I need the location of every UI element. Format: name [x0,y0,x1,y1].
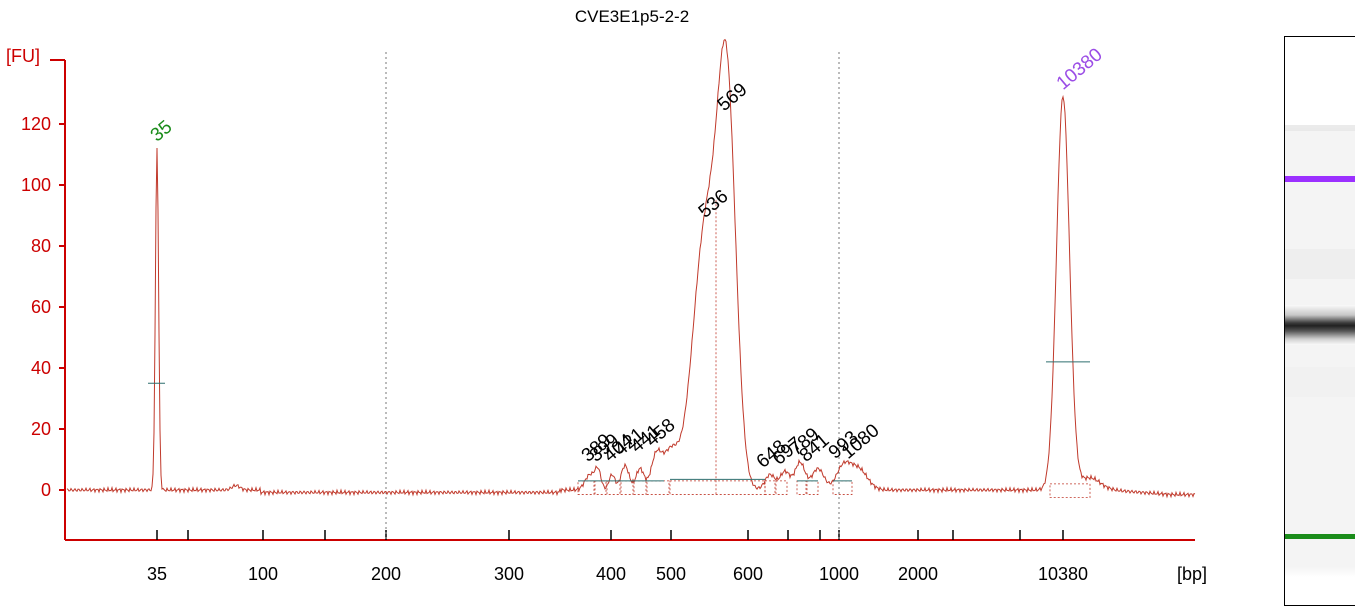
y-axis-unit-label: [FU] [6,46,40,66]
y-tick-label: 40 [31,358,51,378]
gel-image-panel [1284,36,1355,606]
gel-band-sample [1285,305,1355,345]
gel-smear [1285,249,1355,279]
peak-label: 569 [714,79,752,115]
electropherogram-chart: 0 20 40 60 80 100 120 35 100 200 300 400 500 600 1000 2… [6,7,1207,584]
integration-box [796,480,807,495]
gel-band-35 [1285,534,1355,539]
integration-box [775,480,788,495]
x-tick-label: 300 [494,564,524,584]
peak-label: 536 [695,186,733,222]
integration-box [669,480,766,495]
peak-label: 10380 [1053,44,1107,94]
x-tick-label: 2000 [898,564,938,584]
y-tick-label: 120 [21,114,51,134]
integration-box [606,480,621,495]
x-axis-unit-label: [bp] [1177,564,1207,584]
peak-label: 1080 [838,420,884,463]
integration-box [806,480,819,495]
y-tick-label: 20 [31,419,51,439]
x-tick-label: 100 [248,564,278,584]
y-tick-label: 60 [31,297,51,317]
gel-smear [1285,125,1355,131]
x-tick-label: 200 [371,564,401,584]
peak-label: 35 [147,117,177,147]
x-tick-label: 500 [656,564,686,584]
integration-box [633,480,647,495]
integration-box [764,480,776,495]
marker-box-10380 [1049,483,1091,499]
integration-box [832,480,853,495]
x-tick-label: 1000 [819,564,859,584]
x-tick-label: 400 [596,564,626,584]
x-tick-label: 600 [733,564,763,584]
integration-box [646,480,670,495]
integration-box [620,480,634,495]
y-tick-label: 100 [21,175,51,195]
trace-group [66,38,1196,499]
gel-lane [1285,127,1355,577]
y-tick-label: 80 [31,236,51,256]
y-tick-label: 0 [41,480,51,500]
x-tick-label: 35 [147,564,167,584]
gel-smear [1285,367,1355,397]
chart-title: CVE3E1p5-2-2 [575,7,689,26]
axes-group: 0 20 40 60 80 100 120 35 100 200 300 400 500 600 1000 2… [21,52,1195,584]
gel-band-10380 [1285,176,1355,182]
labels-group: 3538939940442144145853656964869778984199… [147,44,1107,472]
x-tick-label: 10380 [1038,564,1088,584]
